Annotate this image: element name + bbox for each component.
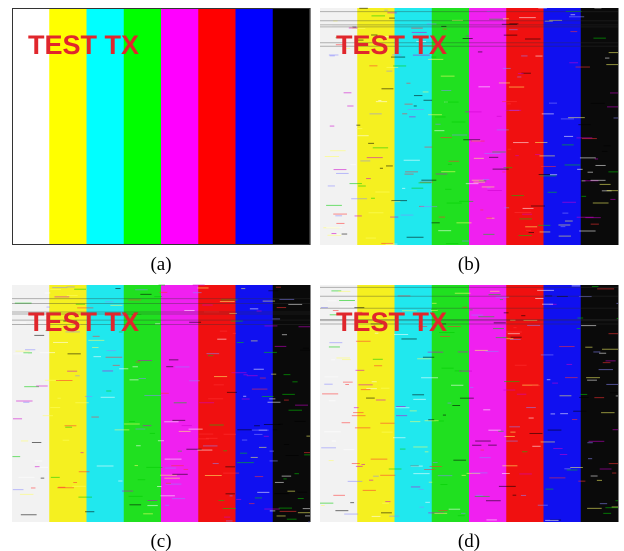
color-bar <box>161 8 199 245</box>
caption: (a) <box>150 254 171 275</box>
color-bar <box>544 8 582 245</box>
caption: (c) <box>150 531 171 551</box>
figure: TEST TX (a) TEST TX (b) TEST TX (c) TEST TX (d) <box>0 0 624 551</box>
panel: TEST TX (b) <box>320 8 619 275</box>
caption: (b) <box>458 254 480 275</box>
color-bar <box>273 8 311 245</box>
color-bar <box>236 8 274 245</box>
panel: TEST TX (c) <box>12 285 311 551</box>
color-bar <box>506 8 544 245</box>
overlay-text: TEST TX <box>28 307 139 337</box>
panel: TEST TX (d) <box>320 285 619 551</box>
color-bar <box>469 8 507 245</box>
overlay-text: TEST TX <box>336 307 447 337</box>
caption: (d) <box>458 531 480 551</box>
overlay-text: TEST TX <box>336 30 447 60</box>
color-bar <box>581 8 619 245</box>
color-bar <box>198 8 236 245</box>
panel: TEST TX (a) <box>12 8 311 275</box>
overlay-text: TEST TX <box>28 30 139 60</box>
